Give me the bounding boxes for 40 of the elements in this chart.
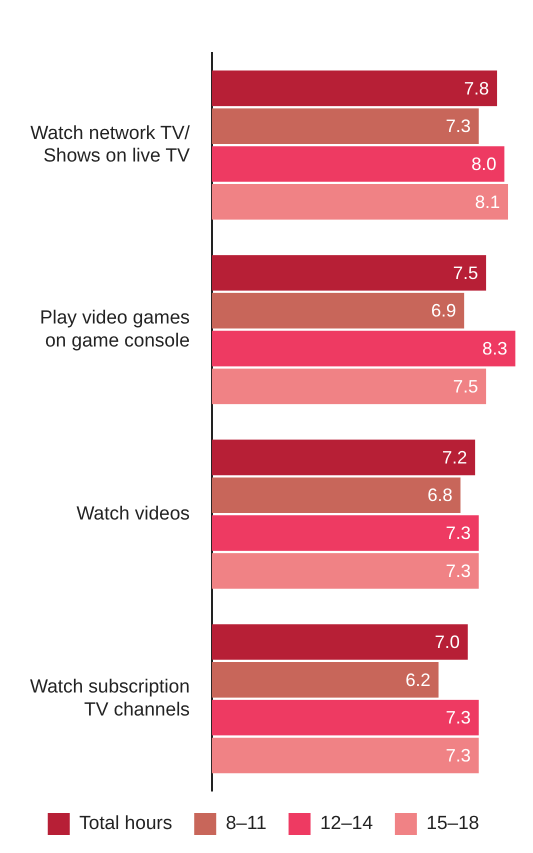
data-label: 7.3 — [446, 523, 471, 544]
y-tick-label: Play video games on game console — [40, 307, 190, 352]
bar — [212, 255, 486, 291]
bar — [212, 108, 479, 144]
data-label: 7.2 — [442, 447, 468, 468]
bar — [212, 440, 476, 476]
bar — [212, 184, 508, 220]
data-label: 7.8 — [464, 78, 490, 98]
data-label: 8.3 — [482, 338, 508, 359]
data-label: 7.3 — [446, 708, 471, 728]
data-label: 7.5 — [453, 262, 478, 283]
bar — [212, 515, 479, 551]
data-label: 6.8 — [427, 485, 452, 506]
data-label: 8.0 — [471, 154, 496, 174]
data-label: 7.0 — [434, 632, 460, 652]
legend-label: 8–11 — [226, 813, 267, 834]
bar — [212, 146, 504, 182]
data-label: 7.3 — [446, 745, 471, 766]
legend-label: 12–14 — [320, 813, 374, 834]
data-label: 6.9 — [431, 300, 456, 321]
bar — [212, 624, 468, 660]
data-label: 7.3 — [446, 116, 471, 136]
bar — [212, 368, 486, 404]
bar — [212, 70, 498, 106]
bar — [212, 700, 479, 736]
bar — [212, 738, 479, 774]
bar — [212, 553, 479, 589]
y-tick-label: Watch network TV/ Shows on live TV — [30, 122, 191, 167]
data-label: 7.3 — [446, 560, 471, 581]
legend-label: 15–18 — [426, 813, 480, 834]
bar — [212, 477, 460, 514]
y-tick-label: Watch videos — [76, 503, 190, 524]
y-tick-label: Watch subscription TV channels — [30, 676, 190, 720]
bar — [212, 330, 516, 366]
bar — [212, 662, 439, 698]
bar — [212, 292, 464, 328]
legend-label: Total hours — [79, 813, 172, 834]
data-label: 7.5 — [453, 376, 478, 396]
data-label: 8.1 — [474, 192, 500, 212]
data-label: 6.2 — [406, 670, 431, 690]
